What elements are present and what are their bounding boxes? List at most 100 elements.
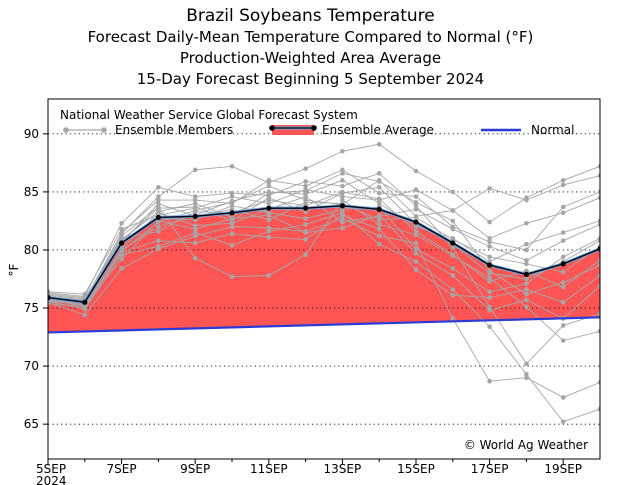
member-point — [560, 395, 566, 400]
legend-members-marker — [63, 127, 69, 133]
member-point — [303, 216, 308, 221]
member-point — [192, 255, 198, 261]
member-point — [266, 234, 272, 240]
member-point — [560, 230, 566, 235]
x-tick-label: 13SEP — [324, 462, 362, 476]
member-point — [376, 212, 382, 218]
average-point — [266, 205, 272, 211]
member-point — [266, 212, 272, 218]
member-point — [450, 292, 456, 298]
member-point — [119, 266, 124, 271]
member-point — [229, 218, 235, 224]
member-point — [192, 217, 198, 223]
x-tick-label: 9SEP — [180, 462, 210, 476]
member-point — [413, 203, 419, 209]
y-tick-label: 90 — [24, 127, 39, 141]
y-tick-label: 70 — [24, 359, 39, 373]
member-line — [48, 186, 600, 301]
member-point — [487, 186, 492, 191]
legend-members-marker — [101, 127, 107, 133]
member-point — [340, 194, 345, 199]
member-point — [560, 269, 566, 275]
member-line — [48, 172, 600, 304]
y-tick-label: 75 — [24, 301, 39, 315]
member-point — [266, 195, 272, 201]
member-point — [303, 183, 308, 189]
member-point — [487, 304, 492, 310]
member-point — [450, 189, 456, 195]
legend-average-label: Ensemble Average — [322, 123, 434, 137]
member-point — [524, 268, 529, 274]
legend-average-marker — [269, 125, 275, 131]
member-point — [229, 207, 235, 212]
member-point — [560, 338, 566, 343]
member-point — [413, 187, 419, 192]
member-point — [376, 141, 382, 147]
member-point — [524, 241, 529, 247]
member-point — [450, 266, 456, 271]
legend-average-swatch — [272, 125, 314, 135]
member-point — [597, 262, 600, 268]
member-point — [560, 182, 566, 188]
average-point — [339, 203, 345, 209]
member-point — [340, 171, 345, 176]
member-point — [487, 289, 492, 295]
average-point — [82, 299, 88, 305]
member-point — [597, 380, 600, 385]
member-point — [560, 204, 566, 210]
member-point — [560, 284, 566, 290]
member-line — [48, 214, 600, 307]
member-line — [48, 201, 600, 299]
anomaly-fill — [48, 205, 600, 333]
member-point — [597, 222, 600, 227]
member-point — [560, 299, 566, 305]
member-point — [487, 254, 492, 260]
member-point — [487, 295, 492, 300]
member-point — [156, 184, 161, 190]
member-point — [376, 222, 382, 227]
member-point — [303, 166, 308, 171]
member-point — [229, 190, 235, 196]
x-tick-label: 15SEP — [397, 462, 435, 476]
member-point — [303, 237, 308, 242]
member-point — [376, 233, 382, 239]
member-point — [82, 312, 88, 318]
member-point — [487, 378, 492, 384]
member-point — [192, 197, 198, 203]
member-point — [560, 210, 566, 216]
member-line — [48, 214, 600, 320]
member-point — [156, 197, 161, 203]
member-point — [266, 190, 272, 196]
member-point — [156, 194, 161, 199]
member-point — [156, 246, 161, 252]
member-point — [413, 240, 419, 246]
member-point — [560, 177, 566, 183]
member-line — [48, 179, 600, 307]
average-point — [229, 210, 235, 216]
member-point — [487, 308, 492, 313]
member-point — [192, 204, 198, 210]
y-tick-label: 65 — [24, 417, 39, 431]
legend-normal-label: Normal — [531, 123, 574, 137]
member-point — [376, 177, 382, 183]
member-point — [597, 189, 600, 195]
member-point — [229, 274, 235, 279]
member-point — [266, 273, 272, 278]
member-point — [266, 229, 272, 234]
member-point — [487, 275, 492, 281]
member-point — [266, 177, 272, 183]
legend-header: National Weather Service Global Forecast… — [60, 108, 358, 122]
average-point — [597, 246, 600, 252]
x-tick-label: 17SEP — [471, 462, 509, 476]
member-point — [192, 209, 198, 214]
average-point — [487, 262, 493, 268]
member-point — [229, 231, 235, 237]
member-point — [413, 194, 419, 199]
member-point — [376, 226, 382, 232]
member-point — [266, 217, 272, 223]
member-point — [597, 238, 600, 243]
credit-text: © World Ag Weather — [464, 438, 588, 452]
member-point — [450, 316, 456, 321]
member-point — [340, 197, 345, 203]
average-point — [192, 213, 198, 219]
